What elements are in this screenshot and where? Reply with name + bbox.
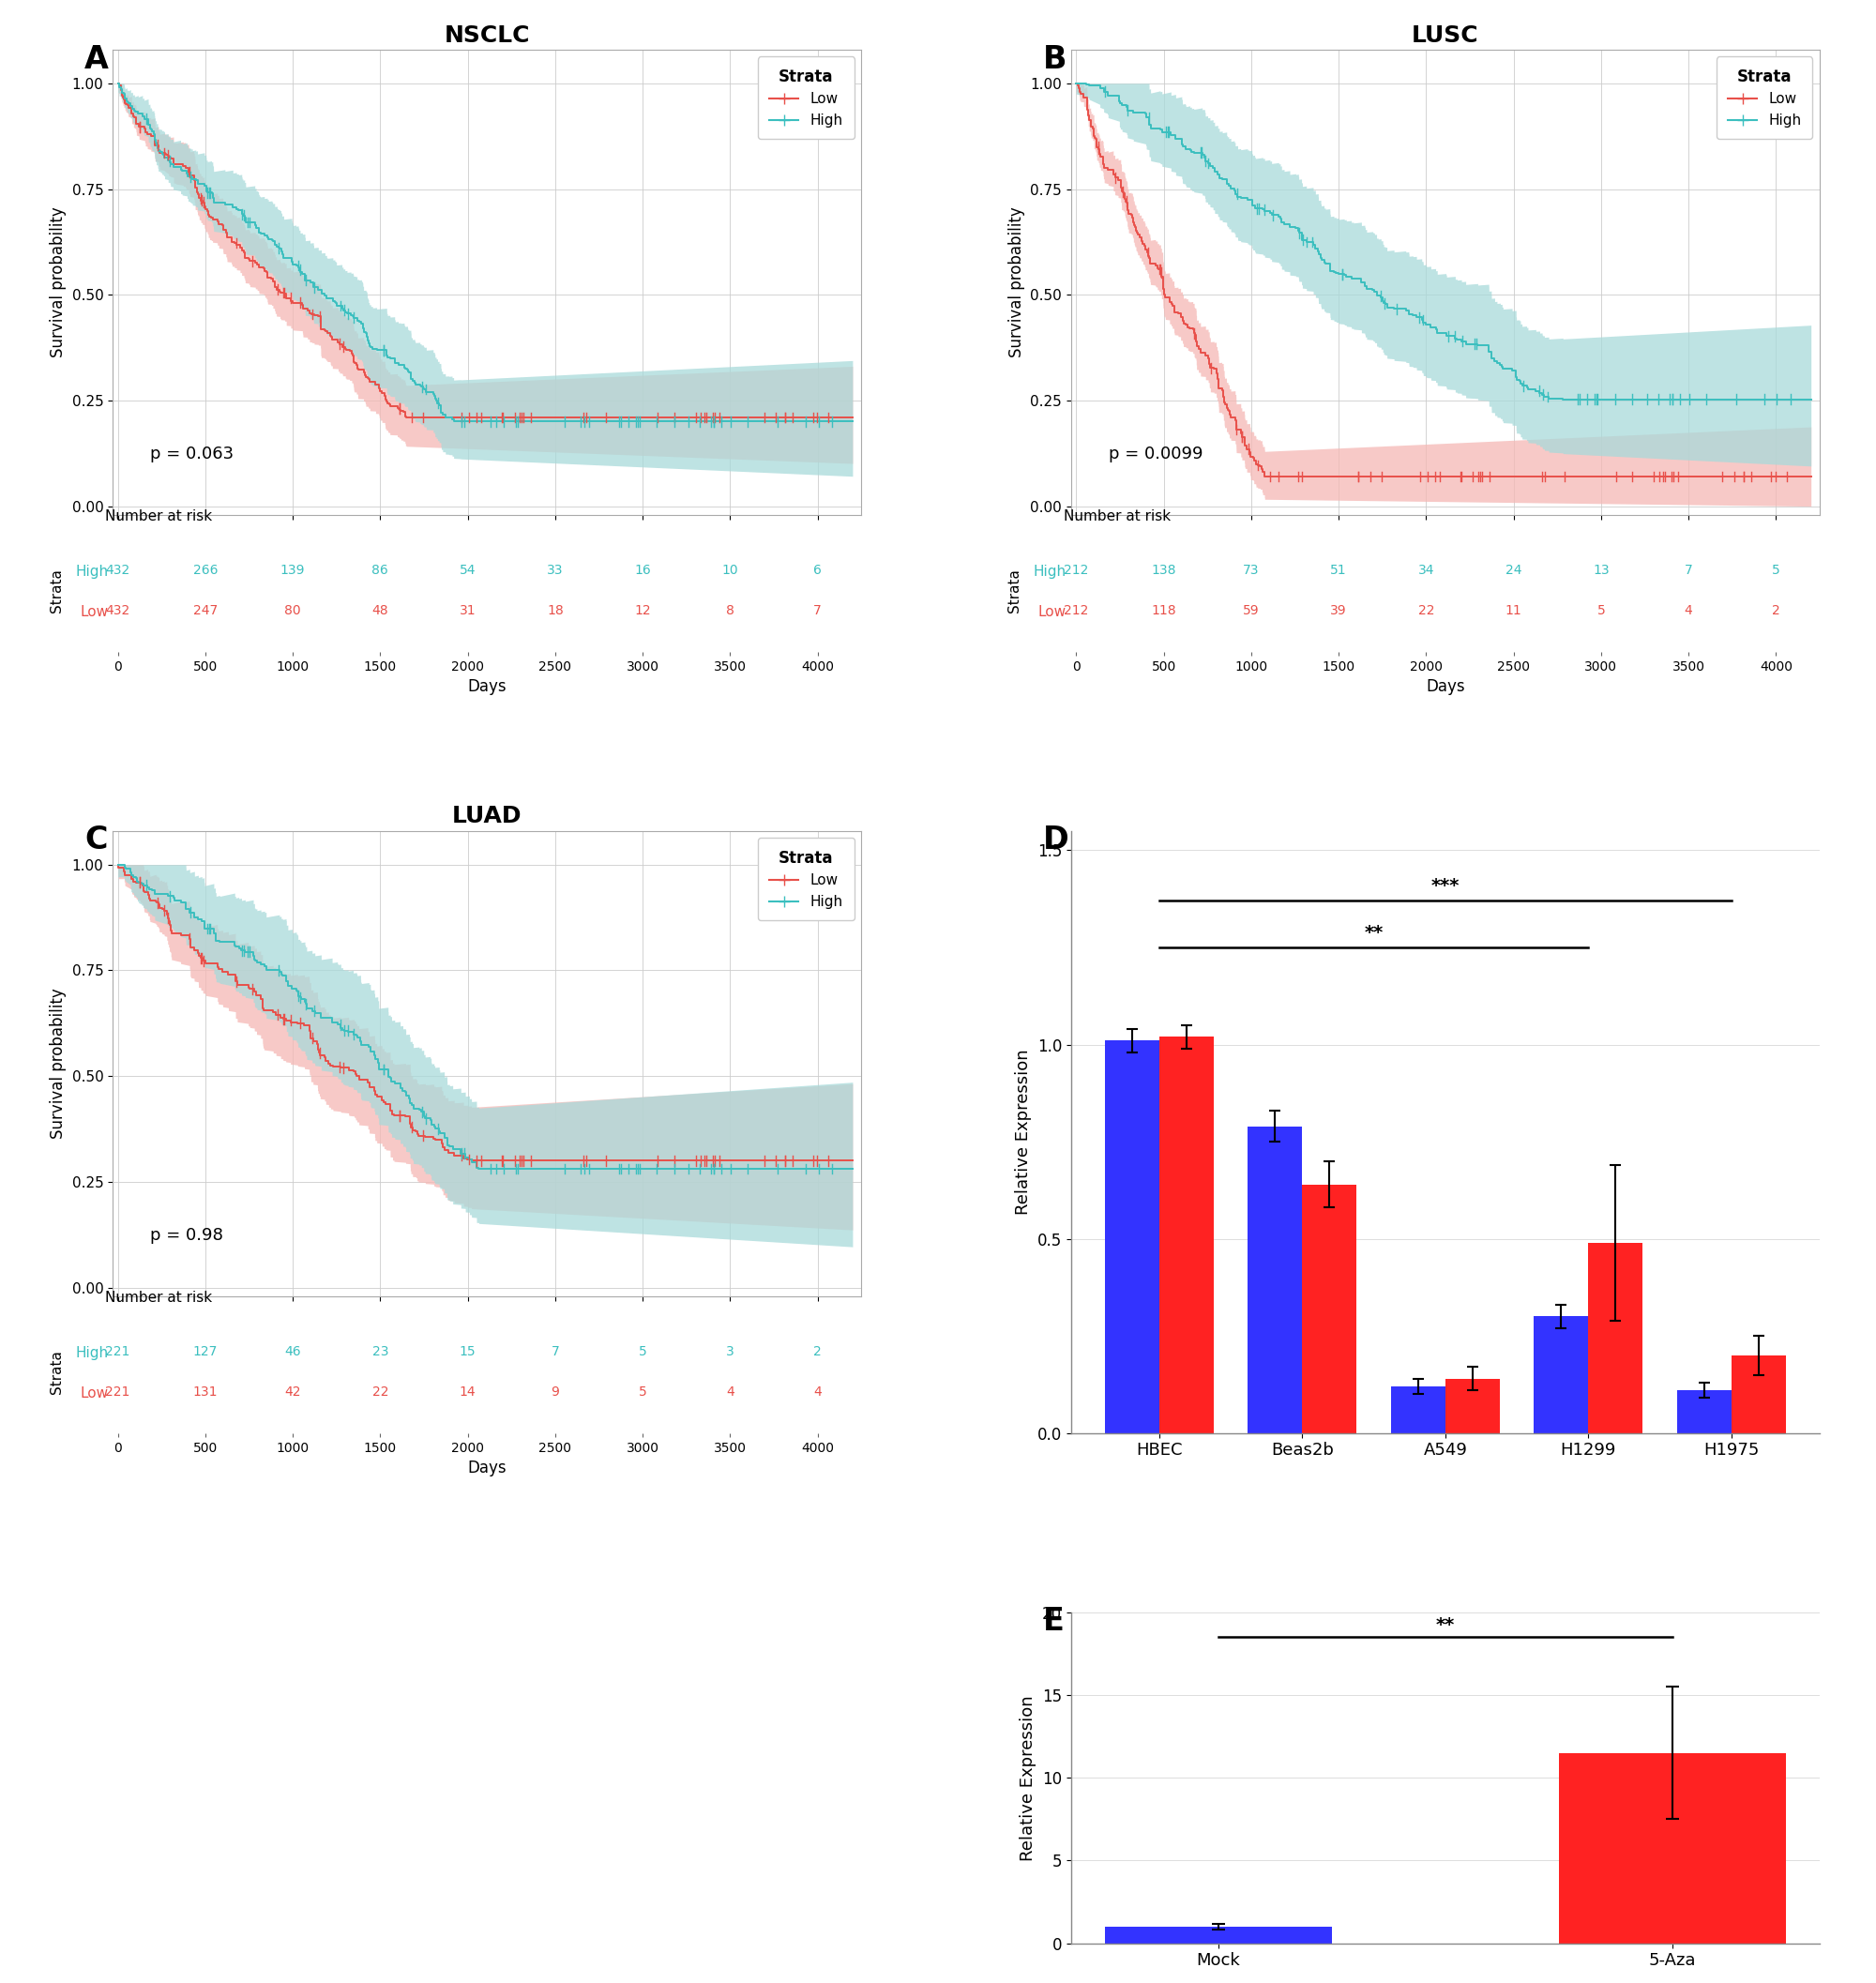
Text: 39: 39 xyxy=(1330,605,1347,617)
Text: 2: 2 xyxy=(1771,605,1780,617)
Text: 432: 432 xyxy=(105,605,129,617)
Text: 54: 54 xyxy=(460,563,477,577)
Text: **: ** xyxy=(1364,924,1383,942)
Text: p = 0.0099: p = 0.0099 xyxy=(1109,446,1203,462)
Text: D: D xyxy=(1043,825,1069,857)
Text: C: C xyxy=(84,825,107,857)
Text: 5: 5 xyxy=(638,1386,647,1398)
Text: 127: 127 xyxy=(193,1344,218,1358)
Text: 34: 34 xyxy=(1418,563,1435,577)
Text: 73: 73 xyxy=(1244,563,1259,577)
Text: E: E xyxy=(1043,1606,1064,1638)
Text: 4: 4 xyxy=(726,1386,734,1398)
Bar xyxy=(1732,1354,1786,1434)
Text: Strata: Strata xyxy=(49,1350,64,1394)
Y-axis label: Relative Expression: Relative Expression xyxy=(1015,1049,1032,1216)
Text: 48: 48 xyxy=(371,605,388,617)
Text: 12: 12 xyxy=(634,605,651,617)
Text: 7: 7 xyxy=(814,605,822,617)
Y-axis label: Survival probability: Survival probability xyxy=(1007,206,1024,357)
Text: 2: 2 xyxy=(814,1344,822,1358)
Text: 22: 22 xyxy=(1418,605,1435,617)
Text: 10: 10 xyxy=(722,563,739,577)
Text: 4: 4 xyxy=(814,1386,822,1398)
Text: 31: 31 xyxy=(460,605,477,617)
Text: Number at risk: Number at risk xyxy=(1064,510,1171,524)
Text: 139: 139 xyxy=(280,563,306,577)
Text: 13: 13 xyxy=(1593,563,1610,577)
X-axis label: Days: Days xyxy=(1426,678,1465,696)
Text: 14: 14 xyxy=(460,1386,477,1398)
Text: 7: 7 xyxy=(1685,563,1692,577)
Text: 9: 9 xyxy=(552,1386,559,1398)
Bar xyxy=(1535,1317,1589,1434)
Text: 221: 221 xyxy=(105,1386,129,1398)
Bar xyxy=(1677,1390,1732,1434)
Bar xyxy=(1390,1386,1445,1434)
Text: 266: 266 xyxy=(193,563,218,577)
Y-axis label: Relative Expression: Relative Expression xyxy=(1021,1695,1037,1860)
Text: 86: 86 xyxy=(371,563,388,577)
Text: 46: 46 xyxy=(285,1344,300,1358)
Text: 16: 16 xyxy=(634,563,651,577)
Bar xyxy=(1248,1126,1302,1434)
Title: NSCLC: NSCLC xyxy=(445,24,529,46)
Text: p = 0.063: p = 0.063 xyxy=(150,446,234,462)
Y-axis label: Survival probability: Survival probability xyxy=(49,988,66,1138)
Text: Number at risk: Number at risk xyxy=(105,1291,212,1305)
Text: Number at risk: Number at risk xyxy=(105,510,212,524)
Text: 212: 212 xyxy=(1064,605,1088,617)
Text: 8: 8 xyxy=(726,605,734,617)
Text: 432: 432 xyxy=(105,563,129,577)
Text: 4: 4 xyxy=(1685,605,1692,617)
Text: p = 0.98: p = 0.98 xyxy=(150,1227,223,1243)
Text: 59: 59 xyxy=(1244,605,1259,617)
Bar xyxy=(1105,1927,1332,1943)
Text: 131: 131 xyxy=(193,1386,218,1398)
Text: 118: 118 xyxy=(1152,605,1176,617)
Text: 6: 6 xyxy=(814,563,822,577)
Text: 15: 15 xyxy=(460,1344,477,1358)
Text: Strata: Strata xyxy=(49,569,64,613)
Text: 138: 138 xyxy=(1152,563,1176,577)
Text: 33: 33 xyxy=(548,563,563,577)
Text: 212: 212 xyxy=(1064,563,1088,577)
Text: ***: *** xyxy=(1431,876,1460,894)
X-axis label: Days: Days xyxy=(467,1459,507,1477)
Bar xyxy=(1159,1037,1214,1434)
Bar xyxy=(1105,1041,1159,1434)
Bar xyxy=(1445,1378,1499,1434)
Text: 221: 221 xyxy=(105,1344,129,1358)
Text: 5: 5 xyxy=(1596,605,1606,617)
Bar xyxy=(1302,1184,1356,1434)
Text: **: ** xyxy=(1435,1616,1456,1634)
Bar xyxy=(1589,1243,1643,1434)
Text: A: A xyxy=(84,44,109,75)
Text: 7: 7 xyxy=(552,1344,559,1358)
Text: 22: 22 xyxy=(371,1386,388,1398)
Text: 80: 80 xyxy=(285,605,300,617)
Legend: Low, High: Low, High xyxy=(758,839,854,920)
Text: 51: 51 xyxy=(1330,563,1347,577)
X-axis label: Days: Days xyxy=(467,678,507,696)
Text: 5: 5 xyxy=(638,1344,647,1358)
Text: 18: 18 xyxy=(546,605,563,617)
Text: 42: 42 xyxy=(285,1386,300,1398)
Legend: Low, High: Low, High xyxy=(1717,58,1812,139)
Text: Strata: Strata xyxy=(1007,569,1022,613)
Title: LUAD: LUAD xyxy=(452,805,522,827)
Legend: Low, High: Low, High xyxy=(758,58,854,139)
Text: 5: 5 xyxy=(1771,563,1780,577)
Text: B: B xyxy=(1043,44,1067,75)
Title: LUSC: LUSC xyxy=(1413,24,1478,46)
Text: 23: 23 xyxy=(371,1344,388,1358)
Text: 24: 24 xyxy=(1505,563,1521,577)
Text: 3: 3 xyxy=(726,1344,734,1358)
Y-axis label: Survival probability: Survival probability xyxy=(49,206,66,357)
Text: 247: 247 xyxy=(193,605,218,617)
Bar xyxy=(1559,1753,1786,1943)
Text: 11: 11 xyxy=(1505,605,1521,617)
